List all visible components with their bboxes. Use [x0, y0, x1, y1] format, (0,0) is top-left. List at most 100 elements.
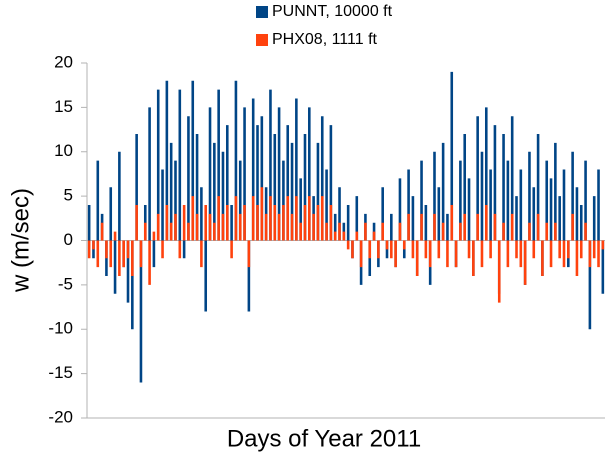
bar — [536, 134, 540, 241]
bar — [195, 213, 199, 241]
bar — [286, 196, 290, 241]
bar — [476, 116, 479, 241]
bar — [536, 213, 540, 241]
bar — [493, 213, 497, 241]
bar — [208, 213, 212, 241]
bar — [433, 213, 436, 241]
bar — [549, 240, 553, 268]
bar — [575, 240, 579, 276]
bar — [562, 169, 566, 241]
bar — [174, 213, 177, 241]
bar — [303, 134, 307, 241]
bar — [480, 240, 484, 268]
bar — [118, 240, 121, 276]
bar — [428, 240, 432, 268]
bar — [122, 240, 125, 268]
bar — [308, 107, 311, 241]
y-tick-label: 0 — [64, 230, 73, 249]
bar — [346, 240, 350, 250]
bar — [260, 116, 264, 241]
bar — [579, 205, 583, 241]
bar — [364, 222, 367, 241]
bar — [96, 240, 100, 268]
bar — [221, 151, 225, 241]
bar — [182, 240, 186, 259]
bar — [148, 107, 151, 241]
y-tick-label: 20 — [54, 52, 73, 71]
bar — [489, 240, 492, 259]
bar — [109, 240, 113, 268]
bar — [87, 240, 91, 259]
bar — [467, 240, 471, 259]
bar — [169, 222, 173, 241]
bar — [152, 240, 156, 268]
bar — [161, 240, 164, 259]
bar — [131, 240, 134, 276]
bar — [420, 160, 423, 241]
bar — [424, 240, 428, 259]
bar — [316, 205, 320, 241]
bar — [437, 240, 441, 259]
bar — [463, 134, 467, 241]
bar — [312, 213, 315, 241]
bar — [415, 240, 419, 276]
bar — [450, 205, 454, 241]
bar — [234, 80, 238, 241]
bar — [165, 80, 169, 241]
bar — [484, 107, 488, 241]
bar — [515, 196, 518, 241]
bar — [575, 187, 579, 241]
bar — [191, 80, 195, 241]
bar — [398, 178, 402, 241]
bar — [333, 213, 337, 241]
bar — [394, 240, 397, 268]
bar — [381, 187, 384, 241]
bar — [592, 240, 596, 259]
y-tick-label: -5 — [58, 274, 73, 293]
bar — [510, 116, 514, 241]
bar — [282, 205, 285, 241]
bar — [402, 240, 406, 250]
bar — [256, 125, 259, 241]
y-tick-label: 15 — [54, 97, 73, 116]
bar — [299, 178, 302, 241]
bar — [295, 196, 298, 241]
bar — [325, 222, 328, 241]
bar — [329, 205, 333, 241]
bar — [100, 222, 104, 241]
legend-swatch — [256, 34, 268, 46]
bar — [372, 231, 376, 241]
bar — [571, 213, 574, 241]
bar — [489, 169, 492, 241]
bar — [433, 151, 436, 241]
legend-swatch — [256, 6, 268, 18]
bar — [139, 240, 143, 383]
bar — [208, 107, 212, 241]
bar — [385, 240, 389, 250]
bar — [156, 89, 160, 241]
bar — [584, 160, 587, 241]
bar — [135, 134, 138, 241]
bar — [338, 222, 341, 241]
bar — [502, 222, 505, 241]
bar — [230, 205, 233, 241]
bar — [143, 222, 147, 241]
bar — [273, 134, 277, 241]
y-axis-label: w (m/sec) — [7, 188, 34, 293]
bar — [407, 169, 410, 241]
bar — [113, 240, 117, 294]
bar — [446, 213, 449, 241]
bar — [187, 222, 190, 241]
bar — [329, 125, 333, 241]
bar — [243, 205, 246, 241]
bar — [187, 116, 190, 241]
bar — [398, 222, 402, 241]
bar — [562, 240, 566, 268]
bar — [191, 196, 195, 241]
bar — [558, 240, 561, 259]
y-tick-label: 10 — [54, 141, 73, 160]
bar — [554, 222, 557, 241]
bar — [411, 240, 415, 259]
bar — [178, 89, 182, 241]
bar — [541, 240, 544, 276]
